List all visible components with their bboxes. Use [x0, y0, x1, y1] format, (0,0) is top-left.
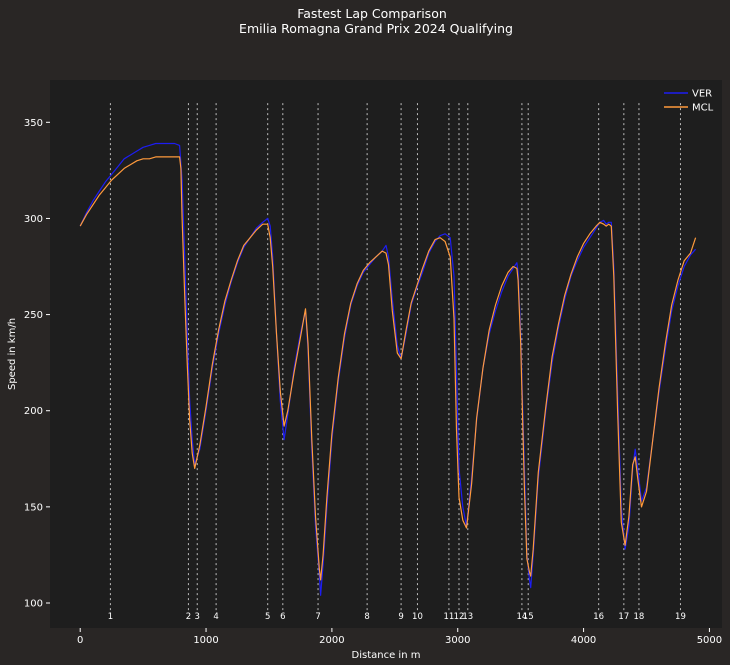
y-tick-label-100: 100	[24, 599, 43, 610]
corner-label-13: 13	[462, 612, 473, 622]
plot-area	[50, 80, 722, 628]
y-axis-label: Speed in km/h	[7, 318, 18, 390]
corner-label-19: 19	[675, 612, 686, 622]
x-tick-label-3000: 3000	[445, 635, 470, 646]
corner-label-7: 7	[315, 612, 320, 622]
corner-label-14: 14	[516, 612, 527, 622]
corner-label-1: 1	[108, 612, 113, 622]
corner-label-10: 10	[412, 612, 423, 622]
corner-label-9: 9	[398, 612, 403, 622]
corner-label-18: 18	[634, 612, 645, 622]
y-tick-label-200: 200	[24, 406, 43, 417]
corner-label-8: 8	[364, 612, 369, 622]
corner-label-3: 3	[195, 612, 200, 622]
y-axis: 100 150 200 250 300 350	[24, 118, 50, 610]
legend-label-mcl: MCL	[692, 103, 714, 114]
corner-label-6: 6	[280, 612, 285, 622]
y-tick-label-300: 300	[24, 214, 43, 225]
x-tick-label-2000: 2000	[319, 635, 344, 646]
y-tick-label-150: 150	[24, 502, 43, 513]
y-tick-label-250: 250	[24, 310, 43, 321]
x-tick-label-1000: 1000	[193, 635, 218, 646]
chart-title: Fastest Lap Comparison	[297, 6, 447, 21]
corner-label-16: 16	[593, 612, 604, 622]
corner-label-17: 17	[618, 612, 629, 622]
series-line-mcl	[79, 156, 697, 581]
legend-label-ver: VER	[692, 89, 712, 100]
x-axis-label: Distance in m	[352, 650, 421, 661]
series-line-ver	[79, 142, 697, 596]
legend: VER MCL	[664, 89, 714, 114]
corner-label-2: 2	[186, 612, 191, 622]
y-tick-label-350: 350	[24, 118, 43, 129]
series-lines	[79, 142, 697, 596]
corner-label-15: 15	[523, 612, 534, 622]
chart-subtitle: Emilia Romagna Grand Prix 2024 Qualifyin…	[239, 21, 513, 36]
corner-label-4: 4	[213, 612, 218, 622]
corner-label-5: 5	[265, 612, 270, 622]
x-tick-label-0: 0	[77, 635, 83, 646]
x-tick-label-4000: 4000	[571, 635, 596, 646]
x-tick-label-5000: 5000	[697, 635, 722, 646]
corner-label-12: 12	[454, 612, 465, 622]
corner-label-11: 11	[444, 612, 455, 622]
x-axis: 0 1000 2000 3000 4000 5000	[77, 628, 722, 646]
